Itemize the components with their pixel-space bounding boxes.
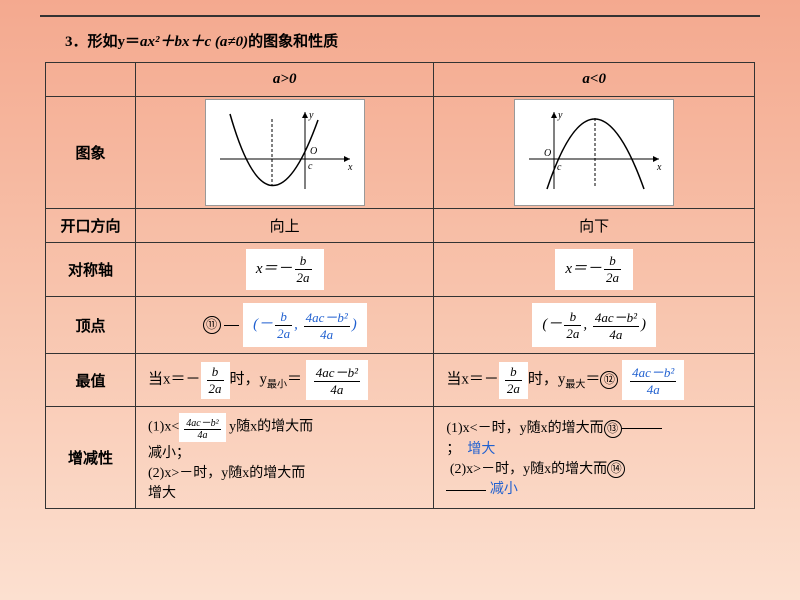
row-monotone-label: 增减性 (46, 407, 136, 509)
header-a-neg: a<0 (434, 63, 755, 97)
mark-11: ⑪ (203, 316, 221, 334)
mark-12: ⑫ (600, 371, 618, 389)
title-formula: ax²＋bx＋c (a≠0) (140, 34, 248, 50)
title-suffix: 的图象和性质 (248, 34, 338, 50)
row-axis-label: 对称轴 (46, 243, 136, 297)
section-title: 3．形如y＝ax²＋bx＋c (a≠0)的图象和性质 (65, 30, 338, 51)
properties-table: a>0 a<0 图象 x y O c (45, 62, 755, 509)
svg-text:O: O (310, 146, 317, 157)
graph-up-cell: x y O c (136, 97, 434, 209)
row-opening-label: 开口方向 (46, 209, 136, 243)
row-extremum-label: 最值 (46, 354, 136, 407)
answer-13: 增大 (467, 442, 495, 457)
opening-up: 向上 (136, 209, 434, 243)
header-a-pos: a>0 (136, 63, 434, 97)
svg-text:x: x (347, 162, 353, 173)
answer-14: 减小 (490, 482, 518, 497)
row-graph-label: 图象 (46, 97, 136, 209)
extremum-answer: 4ac－b²4a (622, 360, 684, 400)
title-prefix: 3．形如y＝ (65, 34, 140, 50)
vertex-pos: ⑪ (－b2a, 4ac－b²4a) (136, 297, 434, 354)
svg-text:c: c (308, 161, 313, 172)
axis-formula-neg: x＝－b2a (555, 249, 633, 290)
svg-text:y: y (557, 110, 563, 121)
extremum-max: 当x＝－b2a时，y最大＝⑫ 4ac－b²4a (434, 354, 755, 407)
parabola-up-icon: x y O c (205, 99, 365, 206)
opening-down: 向下 (434, 209, 755, 243)
axis-formula-pos: x＝－b2a (246, 249, 324, 290)
accent-line (40, 15, 760, 17)
svg-text:O: O (544, 148, 551, 159)
graph-down-cell: x y O c (434, 97, 755, 209)
vertex-formula-neg: (－b2a, 4ac－b²4a) (532, 303, 656, 347)
svg-text:x: x (656, 162, 662, 173)
row-vertex-label: 顶点 (46, 297, 136, 354)
mark-13: ⑬ (604, 420, 622, 438)
vertex-neg: (－b2a, 4ac－b²4a) (434, 297, 755, 354)
header-blank (46, 63, 136, 97)
svg-text:c: c (557, 162, 562, 173)
monotone-neg: (1)x<－时，y随x的增大而⑬ ； 增大 (2)x>－时，y随x的增大而⑭ 减… (434, 407, 755, 509)
parabola-down-icon: x y O c (514, 99, 674, 206)
axis-neg: x＝－b2a (434, 243, 755, 297)
mark-14: ⑭ (607, 460, 625, 478)
vertex-formula-pos: (－b2a, 4ac－b²4a) (243, 303, 367, 347)
extremum-min: 当x＝－b2a时，y最小＝ 4ac－b²4a (136, 354, 434, 407)
axis-pos: x＝－b2a (136, 243, 434, 297)
monotone-pos: (1)x<4ac－b²4a y随x的增大而 减小； (2)x>－时，y随x的增大… (136, 407, 434, 509)
svg-text:y: y (308, 110, 314, 121)
